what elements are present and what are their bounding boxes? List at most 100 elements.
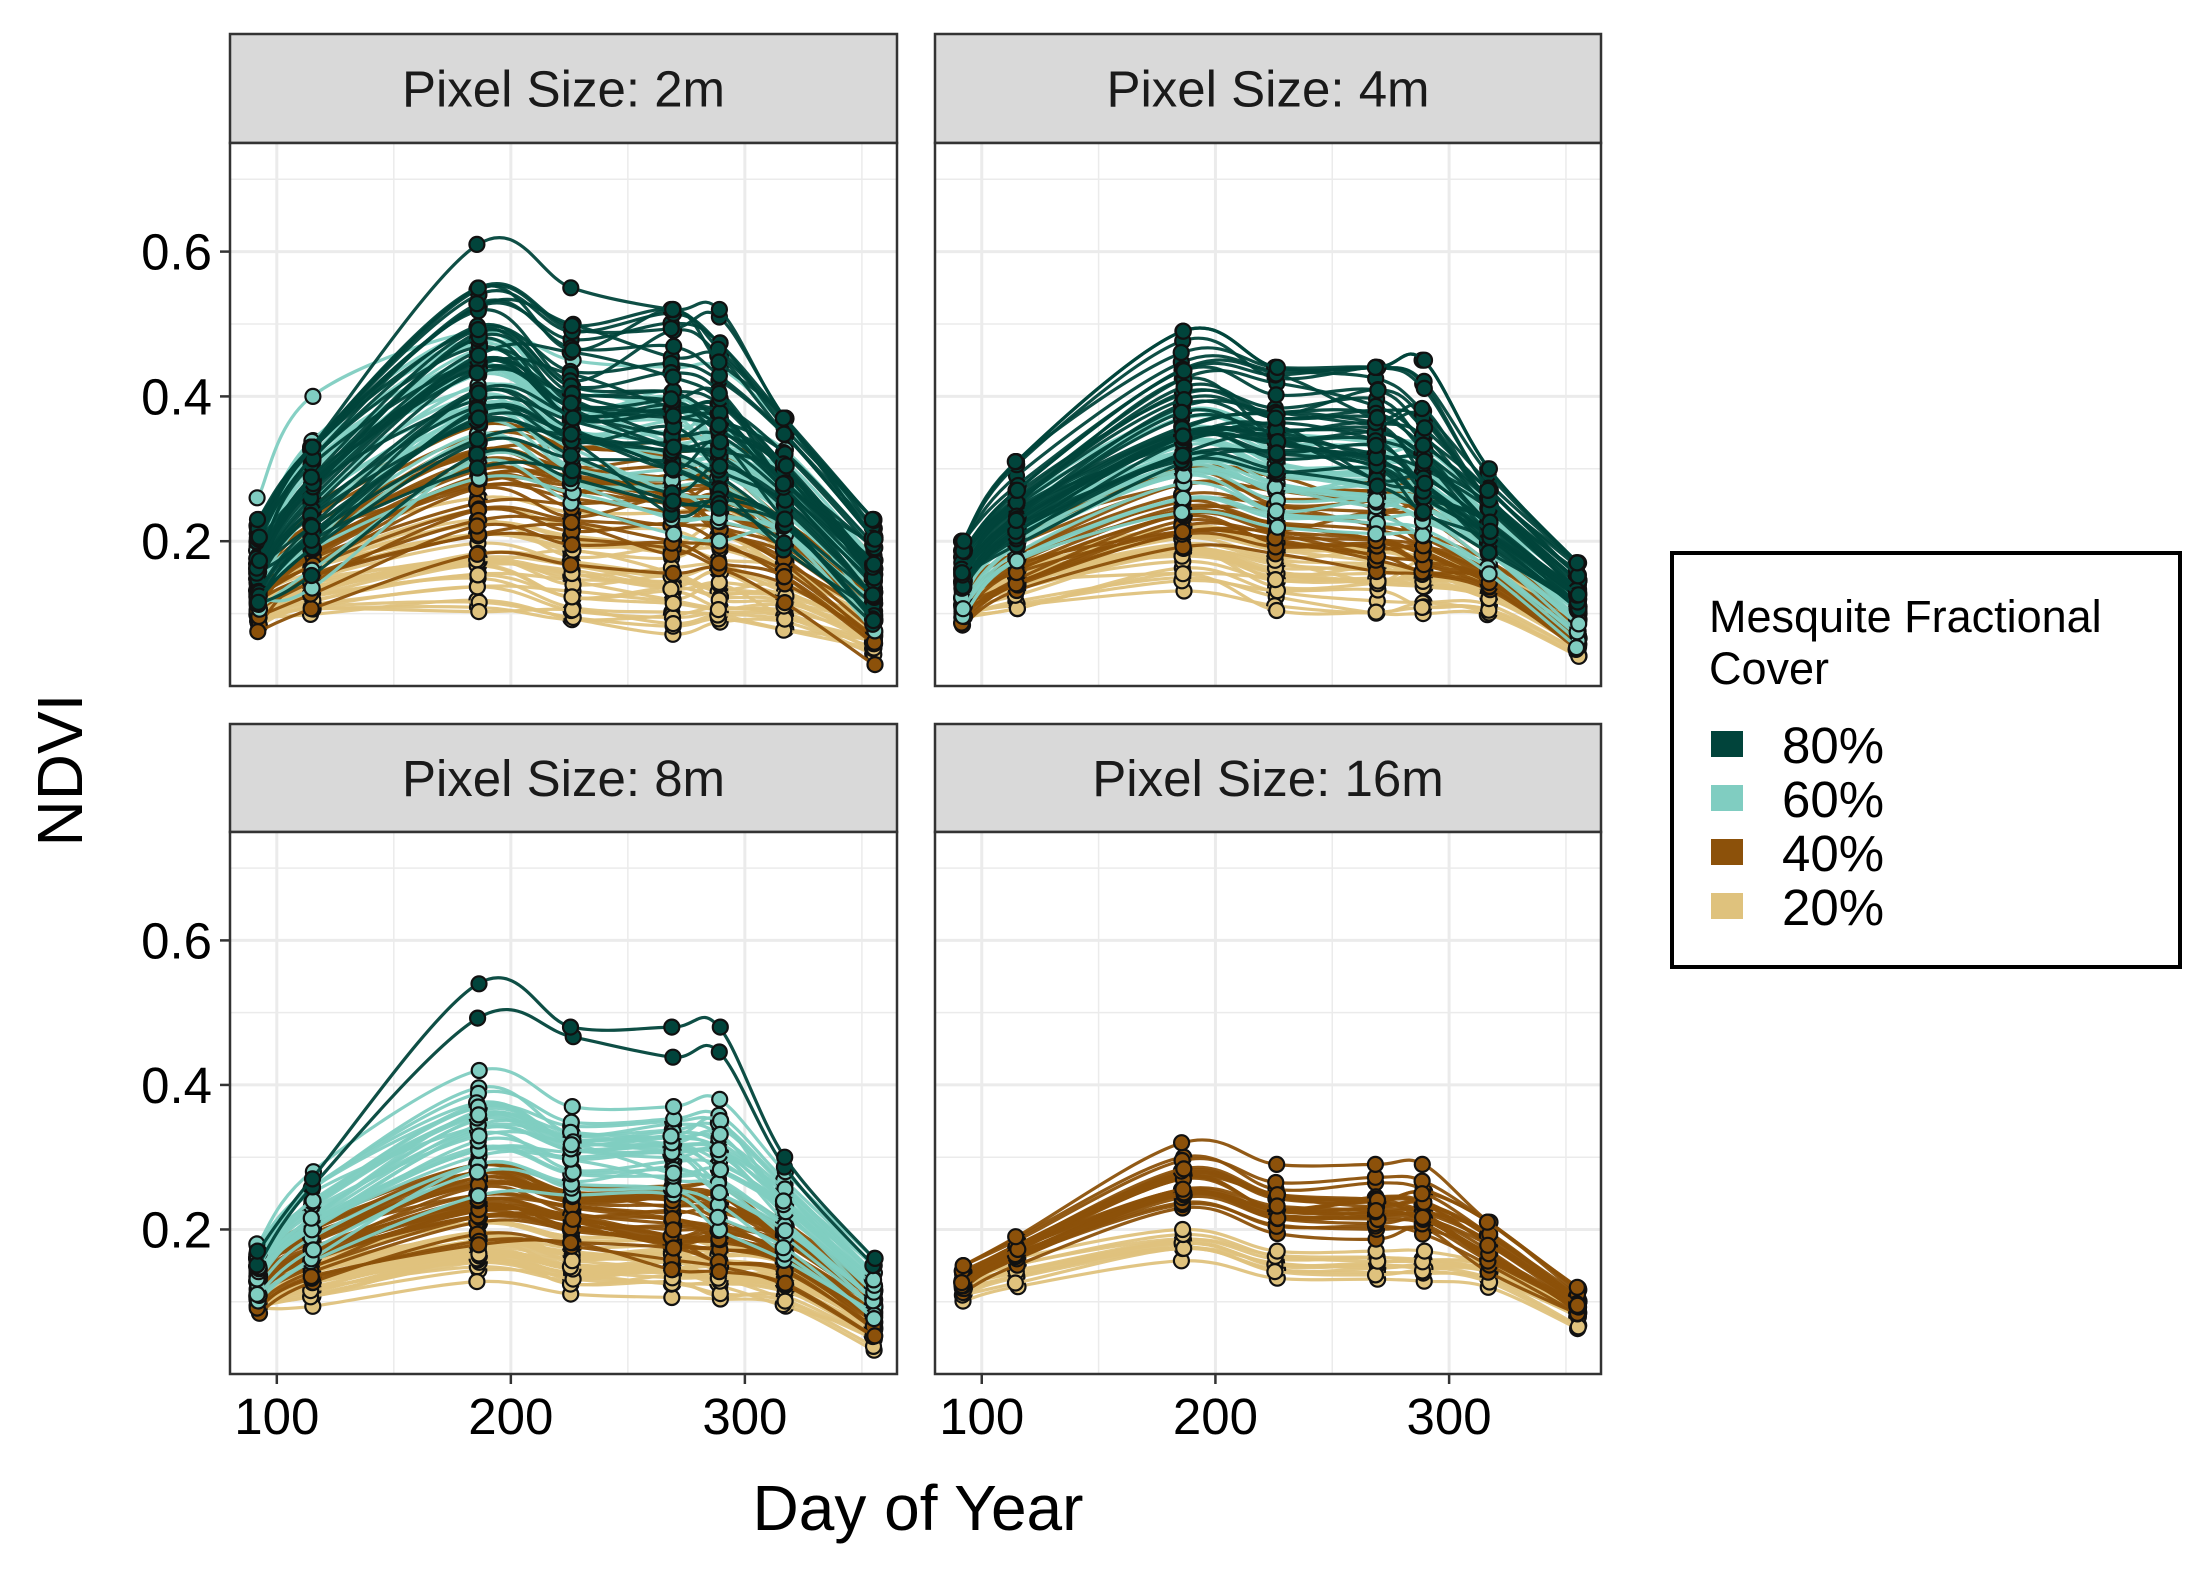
legend-key bbox=[1711, 839, 1743, 865]
panel-strip bbox=[228, 32, 899, 145]
data-point bbox=[662, 580, 680, 598]
legend-title: Mesquite Fractional bbox=[1709, 591, 2102, 642]
data-point bbox=[864, 1271, 883, 1289]
data-point bbox=[1175, 362, 1193, 380]
data-point bbox=[468, 235, 486, 253]
series-line bbox=[257, 411, 875, 597]
data-point bbox=[562, 1136, 581, 1154]
data-point bbox=[1007, 511, 1025, 530]
data-point bbox=[664, 1221, 682, 1239]
data-point bbox=[664, 594, 682, 613]
data-point bbox=[664, 1164, 683, 1182]
data-point bbox=[563, 1252, 581, 1270]
data-point bbox=[774, 409, 793, 427]
data-point bbox=[562, 425, 580, 443]
data-point bbox=[1413, 1155, 1431, 1174]
data-point bbox=[470, 975, 488, 993]
data-point bbox=[470, 384, 488, 402]
data-point bbox=[775, 534, 793, 552]
legend-label: 20% bbox=[1782, 879, 1884, 936]
data-point bbox=[1172, 403, 1191, 421]
data-point bbox=[1266, 409, 1285, 427]
data-point bbox=[664, 492, 682, 510]
data-point bbox=[664, 1097, 683, 1116]
data-point bbox=[470, 1061, 488, 1080]
data-point bbox=[710, 1263, 728, 1281]
data-point bbox=[468, 1272, 486, 1291]
data-point bbox=[710, 384, 728, 402]
data-point bbox=[1413, 598, 1431, 617]
data-point bbox=[470, 1106, 488, 1124]
data-point bbox=[864, 611, 883, 630]
data-point bbox=[865, 1309, 883, 1328]
data-point bbox=[711, 1161, 730, 1179]
data-point bbox=[563, 341, 582, 359]
series-line bbox=[961, 326, 1579, 564]
series-line bbox=[962, 1241, 1579, 1315]
data-point bbox=[564, 409, 582, 427]
data-point bbox=[469, 1009, 487, 1027]
data-point bbox=[1172, 1134, 1191, 1152]
data-point bbox=[304, 1241, 322, 1259]
data-point bbox=[563, 462, 581, 480]
series-line bbox=[961, 361, 1579, 569]
legend-label: 60% bbox=[1782, 771, 1884, 828]
data-point bbox=[561, 1018, 580, 1036]
data-point bbox=[710, 499, 728, 517]
data-point bbox=[562, 556, 580, 574]
data-point bbox=[302, 1267, 320, 1286]
panel-title: Pixel Size: 2m bbox=[402, 61, 725, 118]
data-point bbox=[1267, 461, 1285, 479]
data-point bbox=[468, 445, 486, 463]
data-point bbox=[709, 600, 728, 619]
data-point bbox=[250, 551, 268, 570]
data-point bbox=[1369, 381, 1387, 399]
x-tick-label: 100 bbox=[234, 1388, 319, 1445]
data-point bbox=[563, 536, 581, 554]
data-point bbox=[665, 337, 683, 355]
data-point bbox=[248, 510, 267, 529]
data-point bbox=[662, 390, 680, 408]
data-point bbox=[866, 1327, 884, 1345]
data-point bbox=[864, 586, 882, 604]
data-point bbox=[776, 510, 794, 528]
panel: Pixel Size: 8m 0.2 0.4 0.6 100 200 300 bbox=[141, 722, 899, 1445]
data-point bbox=[866, 530, 884, 548]
series-line bbox=[962, 546, 1579, 642]
data-point bbox=[1008, 552, 1026, 570]
data-point bbox=[664, 1048, 682, 1066]
data-point bbox=[664, 614, 682, 633]
data-point bbox=[1174, 1180, 1192, 1198]
data-point bbox=[1268, 1155, 1286, 1174]
data-point bbox=[563, 317, 581, 335]
data-point bbox=[711, 1018, 729, 1036]
panels-layer: Pixel Size: 2m 0.2 0.4 0.6 Pixel Size: 4m Pix… bbox=[141, 32, 1603, 1445]
data-point bbox=[664, 1239, 683, 1257]
data-point bbox=[776, 1274, 794, 1292]
data-point bbox=[1478, 1213, 1497, 1231]
data-point bbox=[468, 545, 486, 563]
data-point bbox=[1480, 565, 1498, 583]
data-point bbox=[775, 425, 793, 443]
data-point bbox=[711, 457, 729, 475]
data-point bbox=[711, 1125, 729, 1144]
data-point bbox=[663, 1018, 681, 1036]
data-point bbox=[663, 1261, 681, 1279]
data-point bbox=[866, 1249, 884, 1268]
series-line bbox=[256, 976, 875, 1260]
data-point bbox=[1570, 615, 1588, 633]
panel: Pixel Size: 16m 100 200 300 bbox=[933, 722, 1603, 1445]
data-point bbox=[303, 517, 321, 536]
series-line bbox=[256, 236, 875, 521]
data-point bbox=[1479, 1236, 1497, 1254]
data-point bbox=[562, 446, 580, 465]
data-point bbox=[1175, 1239, 1193, 1258]
data-point bbox=[468, 459, 486, 477]
data-point bbox=[1366, 1155, 1385, 1174]
data-point bbox=[1414, 526, 1432, 545]
data-point bbox=[1413, 1208, 1432, 1227]
data-point bbox=[866, 655, 884, 674]
x-tick-label: 300 bbox=[1407, 1388, 1492, 1445]
